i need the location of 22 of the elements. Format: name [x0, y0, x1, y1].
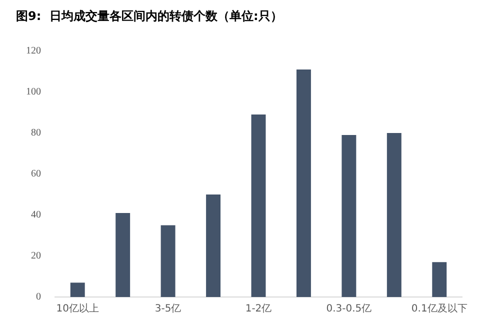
y-tick-label: 0: [36, 292, 41, 303]
x-tick-label: 1-2亿: [245, 304, 272, 315]
y-tick-label: 60: [31, 168, 41, 180]
x-tick-label: 10亿以上: [56, 302, 99, 315]
bar: [342, 135, 356, 297]
y-tick-label: 20: [31, 250, 41, 262]
y-tick-label: 100: [26, 86, 41, 98]
chart-title: 图9: 日均成交量各区间内的转债个数（单位:只）: [15, 8, 284, 25]
x-tick-label: 3-5亿: [154, 304, 182, 315]
bar: [386, 133, 402, 297]
x-tick-label: 0.1亿及以下: [411, 302, 468, 315]
bar: [160, 225, 176, 297]
x-tick-label: 0.3-0.5亿: [326, 304, 372, 315]
bar: [432, 262, 447, 297]
bar: [70, 282, 85, 297]
y-tick-label: 40: [31, 210, 41, 221]
bar: [116, 212, 130, 297]
bar: [296, 69, 311, 297]
bar: [206, 194, 221, 297]
y-tick-label: 80: [31, 128, 41, 139]
y-tick-label: 120: [26, 46, 41, 57]
bar: [251, 114, 266, 297]
